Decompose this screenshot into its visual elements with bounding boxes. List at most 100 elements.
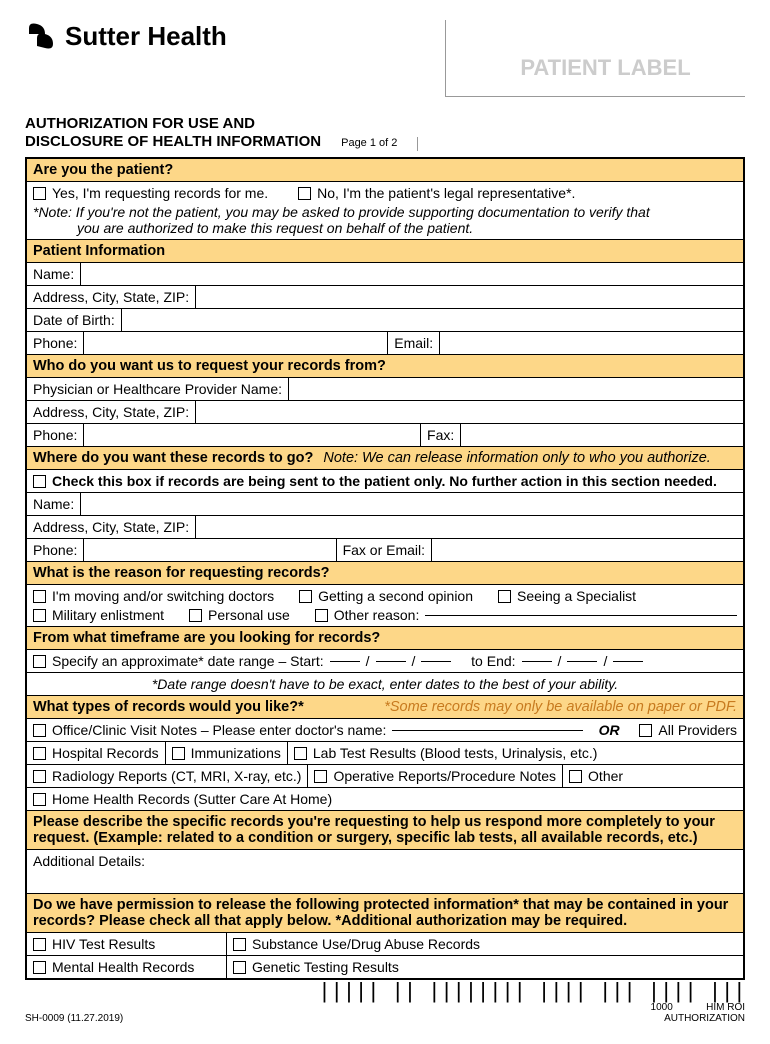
checkbox-icon[interactable] bbox=[498, 590, 511, 603]
fax-input[interactable] bbox=[461, 424, 743, 446]
phone-input[interactable] bbox=[84, 539, 336, 561]
s8-details-row[interactable]: Additional Details: bbox=[27, 850, 743, 894]
opt-label: Mental Health Records bbox=[52, 959, 194, 975]
provider-input[interactable] bbox=[289, 378, 743, 400]
opt-label: Seeing a Specialist bbox=[517, 588, 636, 604]
opt-label: All Providers bbox=[658, 722, 737, 738]
checkbox-icon[interactable] bbox=[233, 961, 246, 974]
opt-label: Other reason: bbox=[334, 607, 420, 623]
checkbox-icon[interactable] bbox=[314, 770, 327, 783]
s6-date-row[interactable]: Specify an approximate* date range – Sta… bbox=[27, 650, 743, 673]
s7-header-note: *Some records may only be available on p… bbox=[384, 699, 737, 715]
s7-header: What types of records would you like?* *… bbox=[27, 696, 743, 719]
s6-header: From what timeframe are you looking for … bbox=[27, 627, 743, 650]
checkbox-icon[interactable] bbox=[33, 747, 46, 760]
barcode-icon: ||||| || |||||||| |||| ||| |||| ||| bbox=[318, 984, 745, 1002]
s8-header: Please describe the specific records you… bbox=[27, 811, 743, 850]
date-input[interactable] bbox=[522, 661, 552, 662]
checkbox-icon[interactable] bbox=[189, 609, 202, 622]
s9-r2: Mental Health Records Genetic Testing Re… bbox=[27, 956, 743, 978]
opt-label: Radiology Reports (CT, MRI, X-ray, etc.) bbox=[52, 768, 301, 784]
checkbox-icon[interactable] bbox=[33, 770, 46, 783]
checkbox-icon[interactable] bbox=[33, 961, 46, 974]
faxemail-label: Fax or Email: bbox=[343, 542, 425, 558]
opt-label: Operative Reports/Procedure Notes bbox=[333, 768, 556, 784]
phone-input[interactable] bbox=[84, 424, 421, 446]
reason-specialist[interactable]: Seeing a Specialist bbox=[498, 588, 636, 604]
addr-input[interactable] bbox=[196, 516, 743, 538]
or-label: OR bbox=[599, 722, 620, 738]
checkbox-icon[interactable] bbox=[33, 724, 46, 737]
addr-input[interactable] bbox=[196, 286, 743, 308]
s4-patient-only-row[interactable]: Check this box if records are being sent… bbox=[27, 470, 743, 493]
email-input[interactable] bbox=[440, 332, 743, 354]
checkbox-icon[interactable] bbox=[33, 938, 46, 951]
checkbox-icon[interactable] bbox=[294, 747, 307, 760]
opt-label: Lab Test Results (Blood tests, Urinalysi… bbox=[313, 745, 598, 761]
date-input[interactable] bbox=[613, 661, 643, 662]
s2-name-row: Name: bbox=[27, 263, 743, 286]
reason-moving[interactable]: I'm moving and/or switching doctors bbox=[33, 588, 274, 604]
name-input[interactable] bbox=[81, 263, 743, 285]
phone-label: Phone: bbox=[33, 542, 77, 558]
s4-header-text: Where do you want these records to go? bbox=[33, 450, 313, 466]
checkbox-icon[interactable] bbox=[315, 609, 328, 622]
reason-second-opinion[interactable]: Getting a second opinion bbox=[299, 588, 473, 604]
checkbox-icon[interactable] bbox=[33, 793, 46, 806]
reason-military[interactable]: Military enlistment bbox=[33, 607, 164, 623]
other-reason-input[interactable] bbox=[425, 615, 737, 616]
s1-yes-option[interactable]: Yes, I'm requesting records for me. bbox=[33, 185, 268, 201]
faxemail-input[interactable] bbox=[432, 539, 743, 561]
date-input[interactable] bbox=[330, 661, 360, 662]
opt-label: Home Health Records (Sutter Care At Home… bbox=[52, 791, 332, 807]
checkbox-icon[interactable] bbox=[33, 609, 46, 622]
date-input[interactable] bbox=[421, 661, 451, 662]
s7-r3: Radiology Reports (CT, MRI, X-ray, etc.)… bbox=[27, 765, 743, 788]
checkbox-icon[interactable] bbox=[569, 770, 582, 783]
s4-header-note: Note: We can release information only to… bbox=[323, 450, 710, 466]
doctor-name-input[interactable] bbox=[392, 730, 582, 731]
phone-label: Phone: bbox=[33, 427, 77, 443]
s7-r4[interactable]: Home Health Records (Sutter Care At Home… bbox=[27, 788, 743, 811]
s1-no-option[interactable]: No, I'm the patient's legal representati… bbox=[298, 185, 575, 201]
checkbox-icon[interactable] bbox=[33, 475, 46, 488]
s2-header: Patient Information bbox=[27, 240, 743, 263]
date-input[interactable] bbox=[376, 661, 406, 662]
phone-label: Phone: bbox=[33, 335, 77, 351]
title-line-1: AUTHORIZATION FOR USE AND bbox=[25, 115, 255, 132]
page-indicator: Page 1 of 2 bbox=[341, 137, 418, 151]
phone-input[interactable] bbox=[84, 332, 388, 354]
checkbox-icon[interactable] bbox=[233, 938, 246, 951]
s1-options-row: Yes, I'm requesting records for me. No, … bbox=[27, 182, 743, 240]
reason-personal[interactable]: Personal use bbox=[189, 607, 290, 623]
opt-label: Personal use bbox=[208, 607, 290, 623]
s4-header: Where do you want these records to go? N… bbox=[27, 447, 743, 470]
checkbox-icon[interactable] bbox=[33, 655, 46, 668]
name-input[interactable] bbox=[81, 493, 743, 515]
checkbox-icon[interactable] bbox=[639, 724, 652, 737]
s4-phone-row: Phone: Fax or Email: bbox=[27, 539, 743, 562]
opt-label: Genetic Testing Results bbox=[252, 959, 399, 975]
addr-label: Address, City, State, ZIP: bbox=[33, 289, 189, 305]
addr-label: Address, City, State, ZIP: bbox=[33, 519, 189, 535]
checkbox-icon[interactable] bbox=[33, 590, 46, 603]
opt-label: Getting a second opinion bbox=[318, 588, 473, 604]
date-input[interactable] bbox=[567, 661, 597, 662]
barcode-label-1: HIM ROI bbox=[706, 1002, 745, 1013]
logo-area: Sutter Health bbox=[25, 20, 227, 52]
checkbox-icon[interactable] bbox=[298, 187, 311, 200]
checkbox-icon[interactable] bbox=[33, 187, 46, 200]
addr-input[interactable] bbox=[196, 401, 743, 423]
opt-label: Immunizations bbox=[191, 745, 281, 761]
s9-header-text: Do we have permission to release the fol… bbox=[33, 897, 728, 929]
s4-check-label: Check this box if records are being sent… bbox=[52, 473, 717, 489]
checkbox-icon[interactable] bbox=[299, 590, 312, 603]
s4-name-row: Name: bbox=[27, 493, 743, 516]
checkbox-icon[interactable] bbox=[172, 747, 185, 760]
logo-text: Sutter Health bbox=[65, 21, 227, 52]
reason-other[interactable]: Other reason: bbox=[315, 607, 737, 623]
s9-header: Do we have permission to release the fol… bbox=[27, 894, 743, 933]
dob-input[interactable] bbox=[122, 309, 743, 331]
s1-yes-label: Yes, I'm requesting records for me. bbox=[52, 185, 268, 201]
s1-header: Are you the patient? bbox=[27, 159, 743, 182]
